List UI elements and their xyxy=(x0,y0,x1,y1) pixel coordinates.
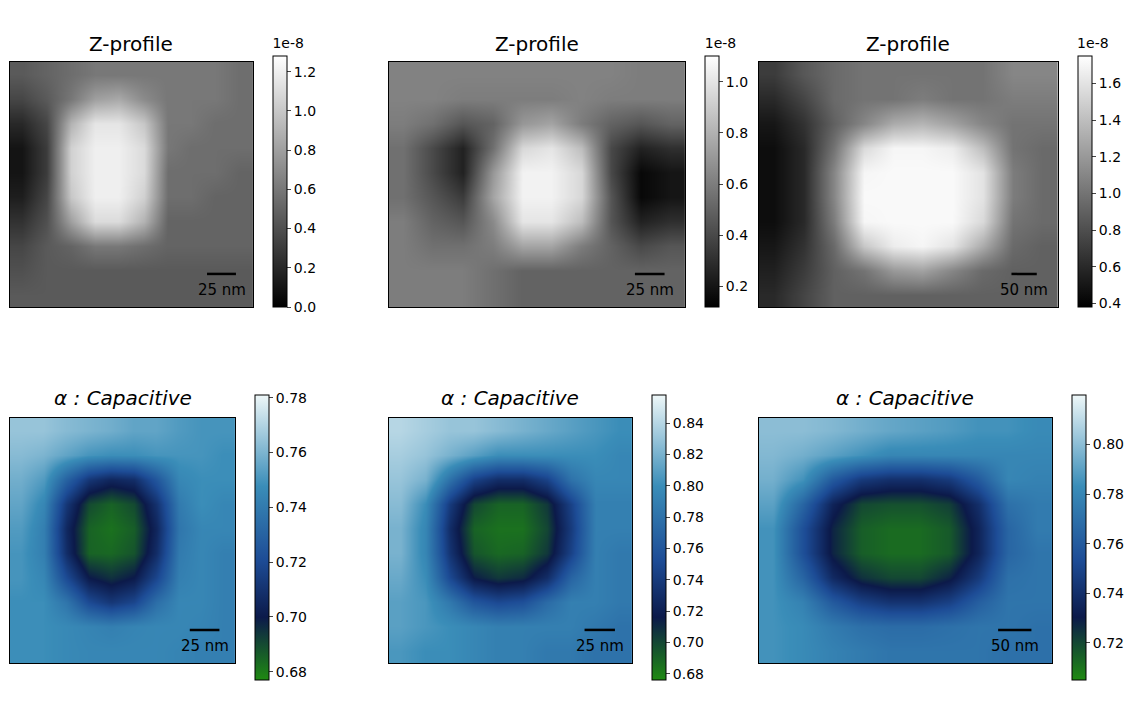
svg-text:0.76: 0.76 xyxy=(1093,536,1124,552)
svg-text:0.82: 0.82 xyxy=(673,446,704,462)
svg-text:0.84: 0.84 xyxy=(673,415,704,431)
svg-text:50 nm: 50 nm xyxy=(991,637,1039,655)
svg-text:0.76: 0.76 xyxy=(276,444,307,460)
svg-text:1.2: 1.2 xyxy=(1099,149,1121,165)
svg-text:25 nm: 25 nm xyxy=(626,281,674,299)
svg-text:0.80: 0.80 xyxy=(673,478,704,494)
svg-text:α : Capacitive: α : Capacitive xyxy=(54,386,192,410)
svg-text:1.6: 1.6 xyxy=(1099,75,1121,91)
svg-text:1e-8: 1e-8 xyxy=(272,35,303,51)
svg-text:0.8: 0.8 xyxy=(1099,222,1121,238)
svg-text:1e-8: 1e-8 xyxy=(705,35,736,51)
svg-text:0.8: 0.8 xyxy=(294,142,316,158)
svg-text:0.78: 0.78 xyxy=(673,509,704,525)
svg-text:0.78: 0.78 xyxy=(276,390,307,406)
svg-text:0.4: 0.4 xyxy=(1099,295,1121,311)
svg-text:0.72: 0.72 xyxy=(276,554,307,570)
svg-text:25 nm: 25 nm xyxy=(198,281,246,299)
svg-text:0.74: 0.74 xyxy=(1093,585,1124,601)
svg-text:1.0: 1.0 xyxy=(1099,185,1121,201)
svg-text:25 nm: 25 nm xyxy=(576,637,624,655)
svg-text:0.70: 0.70 xyxy=(276,609,307,625)
svg-text:0.6: 0.6 xyxy=(1099,259,1121,275)
svg-text:Z-profile: Z-profile xyxy=(866,32,950,56)
svg-text:0.8: 0.8 xyxy=(726,125,748,141)
svg-text:0.76: 0.76 xyxy=(673,540,704,556)
svg-text:Z-profile: Z-profile xyxy=(89,32,173,56)
svg-text:0.74: 0.74 xyxy=(276,499,307,515)
svg-text:0.68: 0.68 xyxy=(673,666,704,682)
svg-text:0.68: 0.68 xyxy=(276,664,307,680)
svg-text:0.70: 0.70 xyxy=(673,634,704,650)
svg-text:1.0: 1.0 xyxy=(726,74,748,90)
svg-text:1.2: 1.2 xyxy=(294,64,316,80)
svg-text:0.74: 0.74 xyxy=(673,572,704,588)
svg-text:0.78: 0.78 xyxy=(1093,486,1124,502)
svg-text:α : Capacitive: α : Capacitive xyxy=(836,386,974,410)
svg-text:0.72: 0.72 xyxy=(673,603,704,619)
svg-text:25 nm: 25 nm xyxy=(181,637,229,655)
svg-text:0.6: 0.6 xyxy=(294,181,316,197)
svg-text:0.4: 0.4 xyxy=(726,227,748,243)
svg-text:0.2: 0.2 xyxy=(726,278,748,294)
svg-text:1.0: 1.0 xyxy=(294,103,316,119)
svg-text:0.2: 0.2 xyxy=(294,260,316,276)
svg-text:0.6: 0.6 xyxy=(726,176,748,192)
svg-text:0.80: 0.80 xyxy=(1093,436,1124,452)
svg-text:50 nm: 50 nm xyxy=(1000,281,1048,299)
svg-text:0.72: 0.72 xyxy=(1093,635,1124,651)
svg-text:α : Capacitive: α : Capacitive xyxy=(441,386,579,410)
svg-text:0.4: 0.4 xyxy=(294,220,316,236)
svg-text:Z-profile: Z-profile xyxy=(495,32,579,56)
svg-text:1e-8: 1e-8 xyxy=(1077,35,1108,51)
svg-text:0.0: 0.0 xyxy=(294,299,316,315)
svg-text:1.4: 1.4 xyxy=(1099,112,1121,128)
